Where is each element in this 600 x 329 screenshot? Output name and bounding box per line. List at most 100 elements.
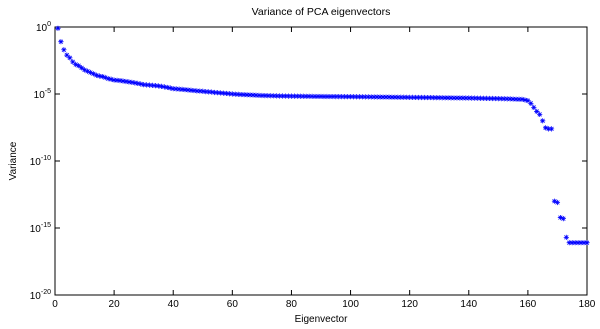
x-tick-label: 40 [168, 299, 180, 310]
point [362, 94, 368, 100]
point [67, 55, 73, 61]
point [176, 86, 182, 92]
point [55, 25, 61, 31]
point [560, 216, 566, 222]
point [436, 95, 442, 101]
point [478, 95, 484, 101]
y-axis-label: Variance [8, 141, 19, 180]
point [392, 94, 398, 100]
x-tick-label: 140 [460, 299, 477, 310]
point [141, 82, 147, 88]
point [383, 94, 389, 100]
point [380, 94, 386, 100]
point [472, 95, 478, 101]
point [61, 47, 67, 53]
point [581, 240, 587, 246]
point [170, 86, 176, 92]
x-tick-label: 60 [227, 299, 239, 310]
point [144, 82, 150, 88]
point [108, 76, 114, 82]
point [126, 79, 132, 85]
point [342, 94, 348, 100]
point [185, 87, 191, 93]
point [427, 94, 433, 101]
point [371, 94, 377, 100]
point [253, 92, 259, 98]
chart-title: Variance of PCA eigenvectors [252, 6, 391, 18]
point [247, 92, 253, 98]
point [318, 93, 324, 100]
point [395, 94, 401, 100]
point [448, 95, 454, 101]
point [389, 94, 395, 100]
point [223, 90, 230, 97]
point [534, 108, 540, 115]
point [327, 93, 333, 100]
point [330, 93, 336, 100]
point [336, 93, 342, 100]
point [315, 93, 321, 100]
point [386, 94, 392, 100]
point [58, 39, 64, 45]
point [238, 91, 244, 98]
point [368, 94, 374, 100]
point [194, 88, 200, 94]
point [433, 95, 439, 101]
point [350, 94, 357, 100]
point [525, 98, 531, 104]
point [102, 74, 108, 81]
point [569, 240, 575, 246]
point [179, 86, 185, 93]
point [114, 77, 120, 83]
point [105, 76, 111, 82]
point [492, 95, 498, 102]
point [235, 91, 241, 97]
point [451, 95, 457, 101]
point [268, 93, 274, 99]
point [288, 93, 295, 99]
point [566, 240, 572, 246]
point [466, 95, 472, 101]
point [285, 93, 292, 99]
point [70, 59, 76, 65]
point [537, 111, 543, 118]
point [421, 94, 428, 101]
y-tick-label: 100 [36, 21, 51, 34]
point [206, 89, 212, 95]
point [182, 87, 188, 93]
point [306, 93, 312, 99]
point [81, 67, 88, 73]
point [359, 94, 365, 100]
point [418, 94, 425, 101]
point [132, 80, 138, 86]
point [439, 95, 445, 101]
point [99, 73, 105, 80]
point [554, 199, 561, 206]
point [457, 95, 463, 101]
point [277, 93, 283, 99]
point [90, 71, 97, 77]
point [209, 89, 215, 95]
point [480, 95, 487, 101]
point [424, 94, 430, 101]
point [531, 104, 537, 110]
point [123, 78, 129, 85]
point [197, 88, 203, 94]
point [191, 87, 197, 94]
point [557, 214, 563, 221]
y-tick-label: 10-10 [30, 155, 51, 168]
point [584, 240, 590, 246]
point [507, 96, 513, 102]
point [241, 92, 247, 98]
point [203, 89, 209, 95]
point [161, 84, 167, 90]
point [73, 61, 79, 68]
point [188, 87, 194, 93]
point [339, 94, 345, 100]
point [300, 93, 306, 99]
y-tick-label: 10-15 [30, 222, 51, 235]
point [475, 95, 481, 101]
point [551, 198, 558, 204]
point [374, 94, 380, 100]
